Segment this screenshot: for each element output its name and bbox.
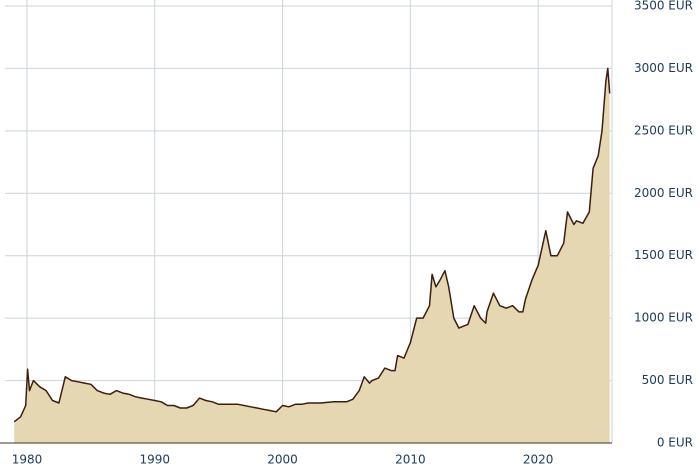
x-tick-label: 2020 [523, 453, 554, 467]
y-tick-label: 1500 EUR [634, 248, 693, 262]
y-tick-label: 3500 EUR [634, 0, 693, 13]
y-tick-label: 500 EUR [642, 373, 693, 387]
y-tick-label: 0 EUR [657, 436, 693, 450]
area [14, 68, 610, 444]
x-tick-label: 1990 [139, 453, 170, 467]
y-tick-label: 3000 EUR [634, 61, 693, 75]
x-tick-label: 1980 [12, 453, 43, 467]
x-tick-label: 2000 [267, 453, 298, 467]
y-tick-label: 2500 EUR [634, 123, 693, 137]
y-tick-label: 2000 EUR [634, 186, 693, 200]
x-tick-label: 2010 [395, 453, 426, 467]
y-tick-label: 1000 EUR [634, 311, 693, 325]
line [13, 67, 611, 423]
